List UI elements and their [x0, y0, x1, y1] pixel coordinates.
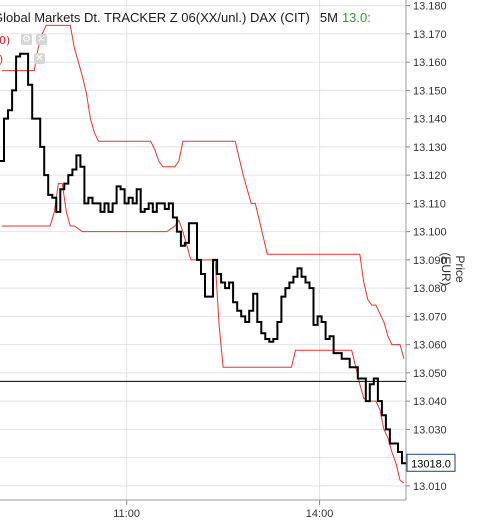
- x-tick-label: 14:00: [306, 508, 334, 520]
- indicator-1-close-icon[interactable]: ✕: [36, 34, 47, 45]
- y-tick-label: 13.050: [413, 368, 447, 380]
- y-tick-label: 13.160: [413, 57, 447, 69]
- x-tick-label: 11:00: [113, 508, 140, 520]
- chart-title: Global Markets Dt. TRACKER Z 06(XX/unl.)…: [0, 10, 310, 25]
- price-line: [0, 52, 406, 465]
- y-tick-label: 13.140: [413, 114, 447, 126]
- y-tick-label: 13.010: [413, 481, 447, 493]
- y-tick-label: 13.100: [413, 227, 447, 239]
- resolution-label[interactable]: 5M: [319, 10, 338, 25]
- indicator-2-label: 0): [0, 53, 3, 66]
- y-tick-label: 13.150: [413, 85, 447, 97]
- last-price-box: [406, 453, 456, 472]
- y-tick-label: 13.180: [413, 1, 447, 13]
- y-tick-label: 13.070: [413, 311, 447, 323]
- y-tick-label: 13.090: [413, 255, 447, 267]
- y-tick-label: 13.030: [413, 424, 447, 436]
- indicator-2-close-icon[interactable]: ✕: [34, 53, 45, 64]
- upper-band-line: [2, 24, 405, 359]
- lower-band-line: [2, 183, 405, 484]
- y-tick-label: 13.080: [413, 283, 447, 295]
- y-tick-label: 13.130: [413, 142, 447, 154]
- y-tick-label: 13.060: [413, 340, 447, 352]
- y-axis-title: Price (EUR): [439, 252, 467, 286]
- y-tick-label: 13.120: [413, 170, 447, 182]
- indicator-1-settings-icon[interactable]: ⚙: [21, 34, 32, 45]
- y-tick-label: 13.040: [413, 396, 447, 408]
- chart-header: Global Markets Dt. TRACKER Z 06(XX/unl.)…: [0, 10, 371, 25]
- indicator-1-label: 10): [0, 34, 11, 47]
- last-price-header: 13.0:: [341, 10, 371, 25]
- last-price-label: 13018.0: [411, 458, 451, 470]
- y-tick-label: 13.110: [413, 198, 446, 210]
- y-tick-label: 13.170: [413, 29, 447, 41]
